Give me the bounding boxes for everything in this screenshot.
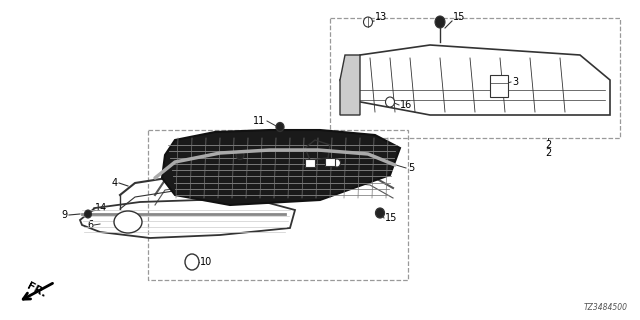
Text: 10: 10: [200, 257, 212, 267]
Text: 5: 5: [408, 163, 414, 173]
Bar: [325, 158, 335, 166]
Ellipse shape: [276, 123, 284, 132]
Text: 15: 15: [385, 213, 397, 223]
Text: 14: 14: [95, 203, 108, 213]
Text: 13: 13: [375, 12, 387, 22]
Ellipse shape: [385, 97, 394, 107]
Bar: [330, 18, 620, 138]
Text: 11: 11: [212, 145, 225, 155]
Text: TZ3484500: TZ3484500: [584, 303, 628, 312]
Text: 8: 8: [227, 150, 233, 160]
Text: 6: 6: [87, 220, 93, 230]
Text: 2: 2: [545, 140, 551, 150]
Text: FR.: FR.: [24, 281, 47, 299]
Ellipse shape: [84, 210, 92, 218]
Text: 4: 4: [112, 178, 118, 188]
Text: 9: 9: [62, 210, 68, 220]
Ellipse shape: [236, 150, 244, 159]
Text: 11: 11: [253, 116, 265, 126]
Text: 7: 7: [344, 173, 350, 183]
Polygon shape: [162, 130, 400, 205]
Ellipse shape: [185, 254, 199, 270]
Polygon shape: [340, 55, 360, 115]
Ellipse shape: [364, 17, 372, 27]
Text: 3: 3: [512, 77, 518, 87]
Text: 1: 1: [289, 137, 295, 147]
Ellipse shape: [114, 211, 142, 233]
Text: 12: 12: [334, 157, 346, 167]
Ellipse shape: [376, 208, 385, 218]
Text: 16: 16: [400, 100, 412, 110]
Ellipse shape: [435, 16, 445, 28]
Bar: [490, 75, 508, 97]
Text: 2: 2: [545, 148, 551, 158]
Bar: [305, 159, 315, 167]
Text: 15: 15: [453, 12, 465, 22]
Bar: [148, 130, 408, 280]
Ellipse shape: [333, 159, 340, 167]
Text: 12: 12: [285, 158, 298, 168]
